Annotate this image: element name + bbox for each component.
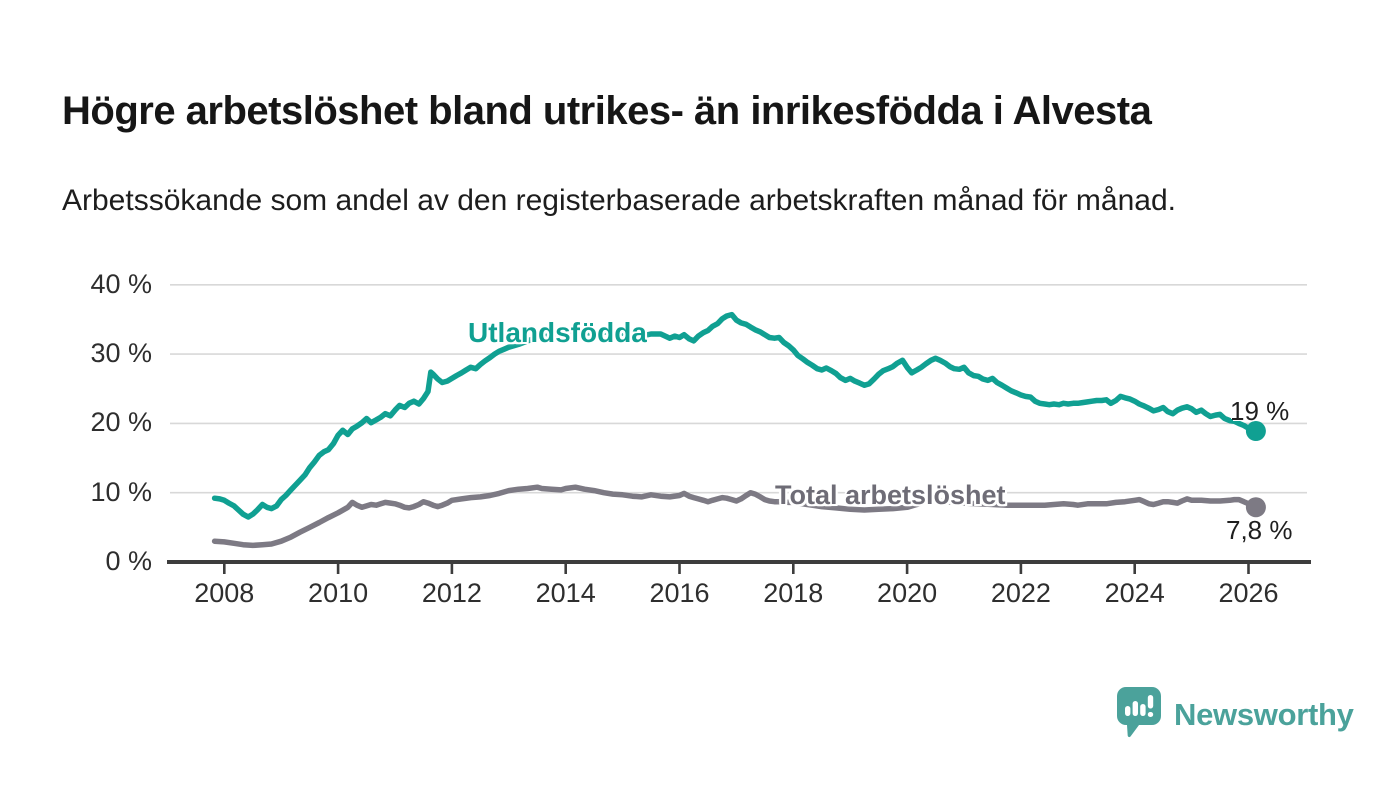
y-tick-label: 30 %: [90, 338, 152, 369]
y-tick-label: 40 %: [90, 268, 152, 299]
y-tick-label: 20 %: [90, 407, 152, 438]
newsworthy-logo[interactable]: Newsworthy: [1116, 686, 1354, 743]
x-tick-label: 2012: [421, 578, 482, 608]
series-label-total-arbetsloshet: Total arbetslöshet: [775, 480, 1006, 510]
x-tick-label: 2008: [194, 578, 255, 608]
page-title: Högre arbetslöshet bland utrikes- än inr…: [62, 88, 1152, 133]
x-tick-label: 2024: [1104, 578, 1165, 608]
x-tick-label: 2010: [308, 578, 369, 608]
bar-chart-speech-bubble-icon: [1116, 686, 1162, 743]
y-tick-label: 0 %: [105, 546, 152, 576]
x-tick-label: 2018: [763, 578, 824, 608]
chart-subtitle: Arbetssökande som andel av den registerb…: [62, 184, 1176, 217]
x-tick-label: 2026: [1218, 578, 1279, 608]
end-value-label-total: 7,8 %: [1226, 515, 1293, 545]
x-tick-label: 2014: [535, 578, 596, 608]
x-tick-label: 2020: [877, 578, 938, 608]
end-value-label-utlandsfodda: 19 %: [1230, 396, 1290, 426]
brand-name: Newsworthy: [1174, 696, 1354, 732]
x-tick-label: 2016: [649, 578, 710, 608]
x-tick-label: 2022: [990, 578, 1051, 608]
y-tick-label: 10 %: [90, 476, 152, 507]
series-label-utlandsfodda: Utlandsfödda: [468, 317, 647, 348]
